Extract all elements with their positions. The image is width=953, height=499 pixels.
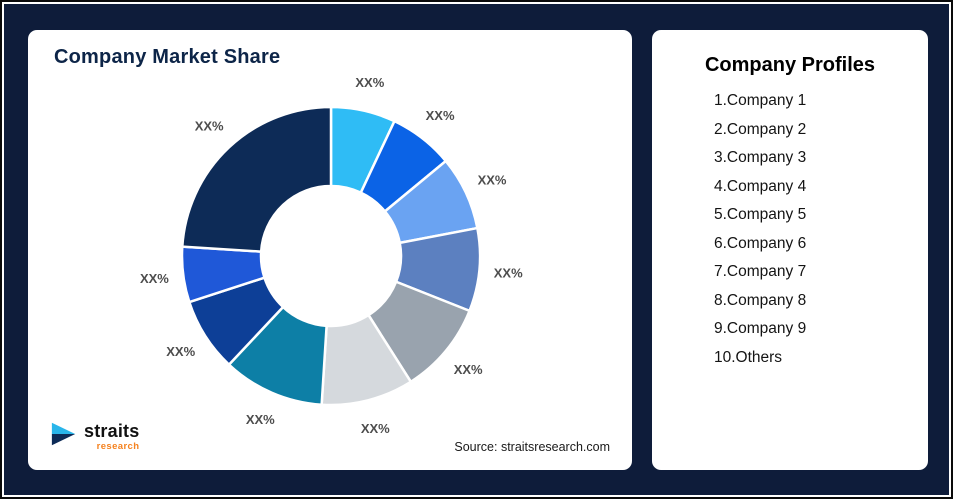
page-background: Company Market Share XX% XX% XX% XX% XX% XX% X…	[4, 4, 949, 495]
company-list-item-7: 7.Company 7	[714, 263, 807, 280]
company-list-item-8: 8.Company 8	[714, 291, 807, 309]
slice-label-company-4: XX%	[494, 265, 523, 280]
company-list-item-5: 5.Company 5	[714, 206, 807, 223]
slice-label-company-6: XX%	[361, 421, 390, 436]
donut-slice-others	[181, 105, 333, 253]
source-text: Source: straitsresearch.com	[454, 440, 610, 454]
slice-label-company-2: XX%	[426, 108, 455, 123]
company-list-item-1: 1.Company 1	[714, 92, 807, 109]
straits-logo: straits research	[50, 421, 139, 452]
slice-label-company-9: XX%	[140, 271, 169, 286]
logo-name: straits	[84, 420, 140, 441]
company-list: 1.Company 1 2.Company 2 3.Company 3 4.Co…	[652, 87, 928, 372]
profiles-title: Company Profiles	[704, 54, 876, 76]
company-list-item-10: 10.Others	[714, 348, 783, 366]
slice-label-company-7: XX%	[246, 412, 275, 427]
slice-label-company-1: XX%	[355, 75, 384, 90]
company-list-item-3: 3.Company 3	[714, 149, 807, 166]
straits-logo-text: straits research	[84, 422, 139, 452]
company-list-item-4: 4.Company 4	[714, 177, 807, 195]
slice-label-company-8: XX%	[166, 344, 195, 359]
company-list-item-2: 2.Company 2	[714, 120, 807, 138]
donut-chart: XX% XX% XX% XX% XX% XX% XX% XX% XX% XX%	[140, 75, 523, 436]
straits-logo-icon	[50, 421, 78, 452]
slice-label-company-5: XX%	[454, 362, 483, 377]
company-profiles-card: Company Profiles 1.Company 1 2.Company 2…	[652, 30, 928, 470]
company-list-item-9: 9.Company 9	[714, 320, 807, 337]
logo-subtitle: research	[96, 440, 140, 452]
slice-label-others: XX%	[195, 119, 224, 134]
slice-label-company-3: XX%	[478, 173, 507, 188]
chart-title: Company Market Share	[54, 46, 281, 68]
company-list-item-6: 6.Company 6	[714, 234, 807, 252]
market-share-card: Company Market Share XX% XX% XX% XX% XX% XX% X…	[28, 30, 632, 470]
